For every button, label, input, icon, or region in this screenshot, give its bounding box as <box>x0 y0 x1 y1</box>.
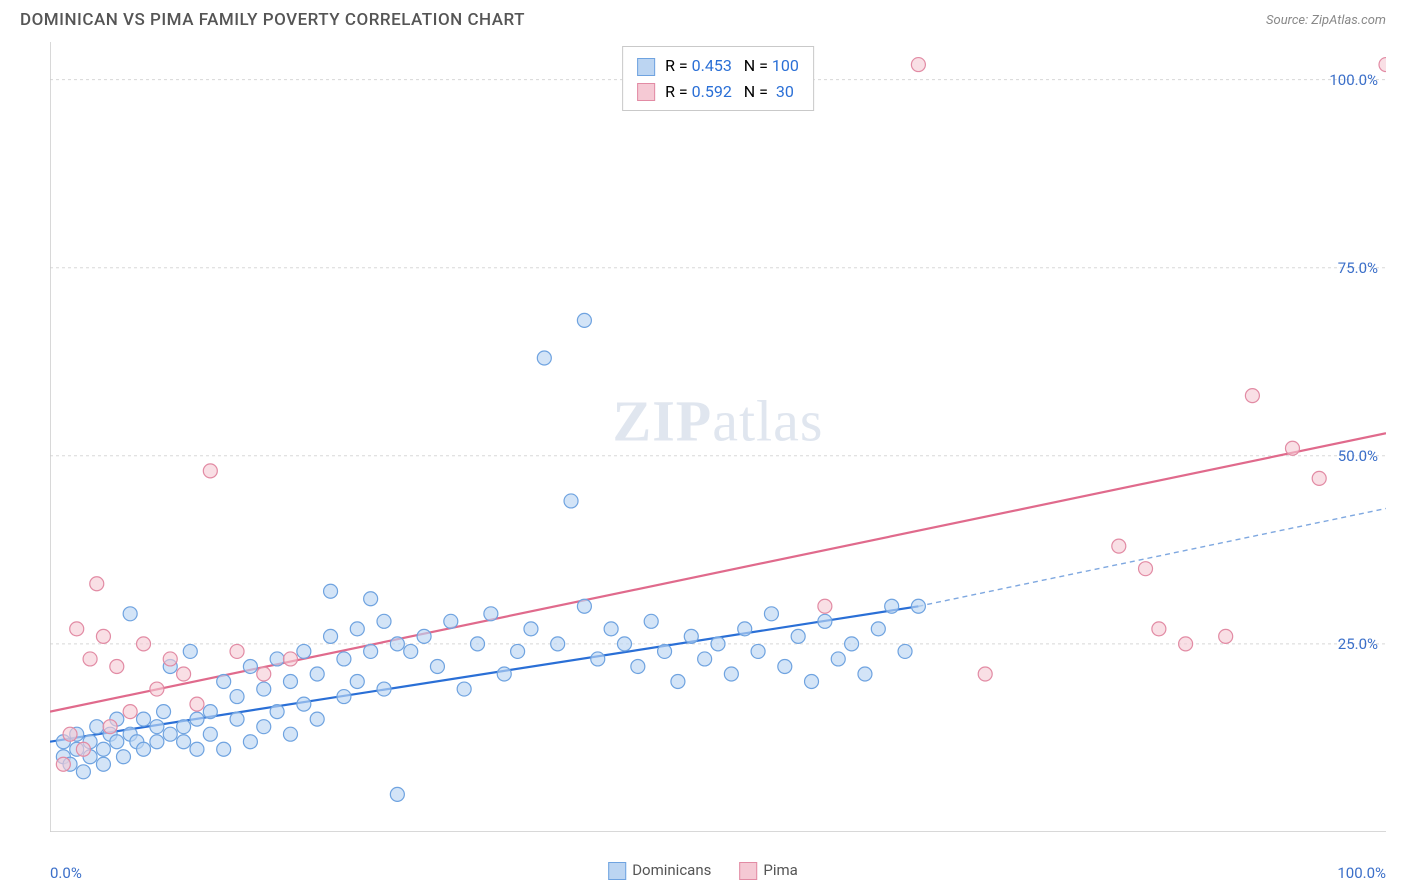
y-tick-label: 75.0% <box>1338 259 1378 277</box>
y-tick-label: 50.0% <box>1338 447 1378 465</box>
y-tick-label: 25.0% <box>1338 635 1378 653</box>
legend-label: Dominicans <box>632 861 711 879</box>
chart-title: DOMINICAN VS PIMA FAMILY POVERTY CORRELA… <box>20 10 525 30</box>
scatter-plot-svg <box>50 42 1386 832</box>
y-tick-label: 100.0% <box>1329 71 1378 89</box>
stats-row: R = 0.453 N = 100 <box>637 53 799 79</box>
legend-swatch <box>608 862 626 880</box>
legend-swatch <box>739 862 757 880</box>
legend-item: Pima <box>739 861 797 880</box>
legend-item: Dominicans <box>608 861 711 880</box>
legend-swatch <box>637 58 655 76</box>
x-tick-label: 0.0% <box>50 864 82 882</box>
legend-label: Pima <box>763 861 797 879</box>
stats-row: R = 0.592 N = 30 <box>637 79 799 105</box>
bottom-legend: Dominicans Pima <box>608 861 798 880</box>
x-tick-label: 100.0% <box>1337 864 1386 882</box>
correlation-stats-box: R = 0.453 N = 100 R = 0.592 N = 30 <box>622 46 814 111</box>
legend-swatch <box>637 83 655 101</box>
chart-area: ZIPatlas R = 0.453 N = 100 R = 0.592 N =… <box>50 42 1386 832</box>
source-attribution: Source: ZipAtlas.com <box>1266 13 1386 28</box>
